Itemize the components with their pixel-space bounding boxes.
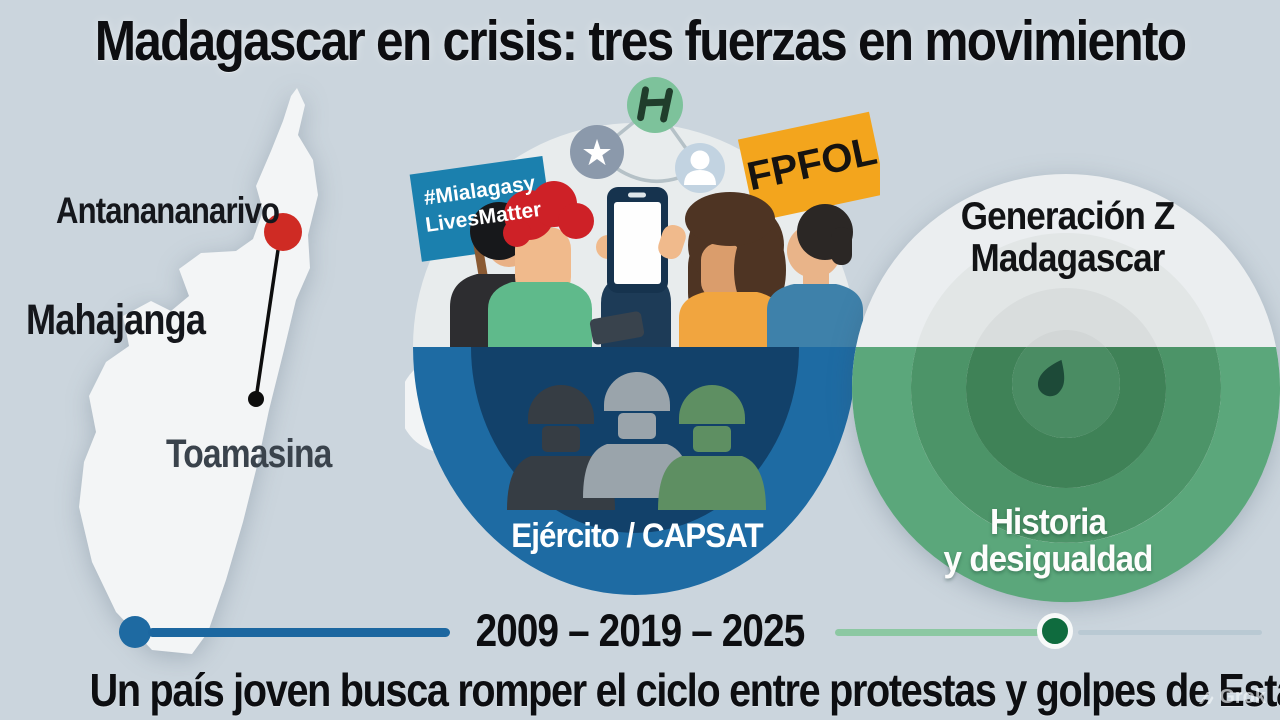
protester-blue-shirt (767, 204, 863, 351)
city-label-antananarivo: Antanananarivo (56, 190, 280, 231)
city-label-mahajanga: Mahajanga (26, 296, 206, 344)
star-icon: ★ (570, 125, 624, 179)
genz-title: Generación Z Madagascar (960, 195, 1175, 281)
hashtag-sign-text: #Mialagasy LivesMatter (422, 171, 543, 238)
grok-logo-icon (1199, 691, 1214, 704)
watermark: Grok (1197, 686, 1266, 709)
city-marker-toamasina (248, 391, 264, 407)
page-title: Madagascar en crisis: tres fuerzas en mo… (94, 9, 1187, 73)
city-label-toamasina: Toamasina (166, 432, 332, 476)
city-marker-antananarivo (264, 213, 302, 251)
army-label: Ejército / CAPSAT (511, 517, 763, 555)
timeline-years: 2009 – 2019 – 2025 (475, 605, 806, 656)
protester-woman (679, 192, 786, 351)
caption: Un país joven busca romper el ciclo entr… (89, 664, 1280, 716)
protester-red-hair (488, 181, 594, 351)
phone-holder (589, 187, 686, 351)
protest-army-illustration: ★ (405, 77, 880, 595)
timeline-start-dot (119, 616, 151, 648)
watermark-text: Grok (1219, 686, 1266, 708)
svg-text:★: ★ (581, 132, 613, 173)
timeline-faint-line (1078, 630, 1262, 635)
soldier-green-icon (658, 385, 766, 510)
madagascar-outline (79, 88, 318, 654)
madagascar-map (79, 88, 318, 654)
route-line (255, 249, 280, 393)
timeline-green-line (835, 629, 1040, 636)
letter-badge-icon (627, 77, 683, 133)
smartphone-icon (607, 187, 668, 293)
history-label: Historia y desigualdad (943, 501, 1154, 579)
droplet-icon (1037, 359, 1065, 397)
genz-circle (852, 174, 1280, 603)
timeline-end-dot (1037, 613, 1073, 649)
fpfol-sign (737, 111, 880, 222)
timeline-blue-line (148, 628, 450, 637)
user-icon (675, 143, 725, 193)
